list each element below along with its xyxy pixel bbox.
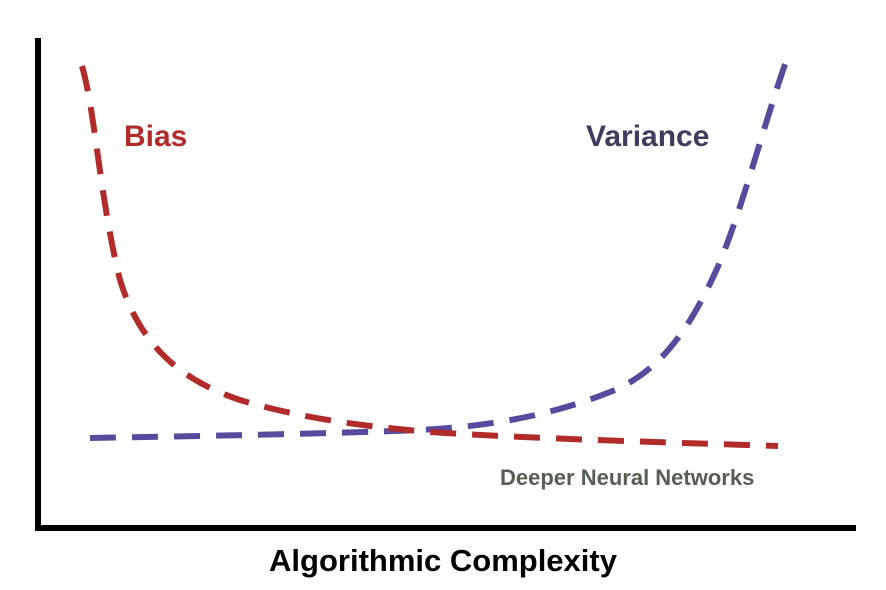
variance-curve xyxy=(89,48,793,441)
deeper-networks-note: Deeper Neural Networks xyxy=(500,465,755,490)
x-axis-label: Algorithmic Complexity xyxy=(269,543,617,578)
axes xyxy=(35,38,856,531)
bias-label: Bias xyxy=(124,120,188,153)
variance-label: Variance xyxy=(586,120,710,153)
bias-curve xyxy=(79,65,779,449)
